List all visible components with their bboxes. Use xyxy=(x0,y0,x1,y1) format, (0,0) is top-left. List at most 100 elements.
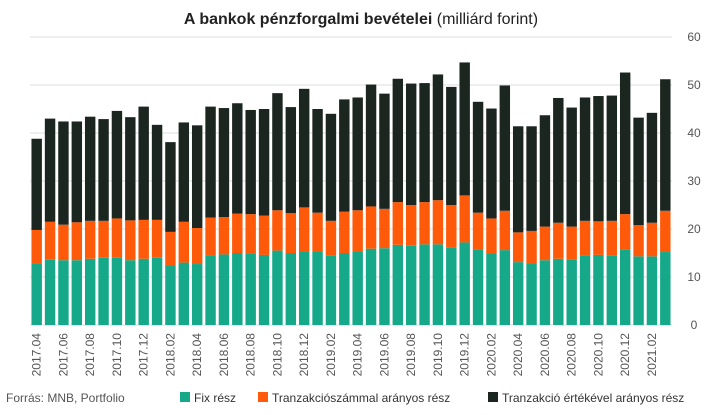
bar-segment xyxy=(432,244,444,325)
x-tick-label: 2021.02 xyxy=(645,333,659,377)
bar-segment xyxy=(352,210,363,252)
bar-segment xyxy=(419,202,430,245)
bar-segment xyxy=(606,95,618,221)
bar-segment xyxy=(379,248,390,325)
bar-segment xyxy=(633,225,644,257)
legend-label: Tranzakciószámmal arányos rész xyxy=(272,391,450,405)
bar-segment xyxy=(44,118,56,222)
bar-segment xyxy=(71,260,83,325)
x-tick-label: 2017.12 xyxy=(137,333,151,377)
bar-segment xyxy=(566,259,577,325)
bar-segment xyxy=(660,79,671,211)
legend-label: Fix rész xyxy=(194,391,236,405)
bar-segment xyxy=(553,258,564,325)
bar-segment xyxy=(125,260,136,325)
bar-segment xyxy=(512,232,524,263)
bar-segment xyxy=(58,260,69,325)
bar-segment xyxy=(553,222,564,259)
bar-segment xyxy=(272,93,283,211)
y-tick-label: 20 xyxy=(687,222,701,236)
x-tick-label: 2019.02 xyxy=(324,333,338,377)
bar-segment xyxy=(486,253,497,325)
bar-segment xyxy=(392,244,404,325)
bar-segment xyxy=(125,220,136,261)
bar-segment xyxy=(472,212,484,250)
bar-segment xyxy=(593,254,604,325)
bar-segment xyxy=(539,115,551,227)
bar-segment xyxy=(619,249,631,325)
x-tick-label: 2017.10 xyxy=(110,333,124,377)
x-tick-label: 2020.08 xyxy=(565,333,579,377)
y-tick-label: 0 xyxy=(691,318,698,332)
bar-segment xyxy=(272,250,283,325)
bar-segment xyxy=(258,109,270,216)
bar-segment xyxy=(71,222,83,261)
x-tick-label: 2018.04 xyxy=(190,333,204,377)
bar-segment xyxy=(619,72,631,215)
x-tick-label: 2018.12 xyxy=(297,333,311,377)
legend-swatch xyxy=(258,392,268,402)
x-tick-label: 2018.10 xyxy=(270,333,284,377)
x-tick-label: 2019.04 xyxy=(351,333,365,377)
bar-segment xyxy=(539,260,551,325)
bar-segment xyxy=(111,110,123,219)
bar-segment xyxy=(646,112,658,223)
x-tick-label: 2017.04 xyxy=(30,333,44,377)
bar-segment xyxy=(111,257,123,325)
bar-segment xyxy=(512,262,524,325)
bar-segment xyxy=(218,254,230,325)
bar-segment xyxy=(365,206,377,249)
bar-segment xyxy=(125,117,136,221)
bar-segment xyxy=(606,220,618,256)
bar-segment xyxy=(499,250,511,325)
bar-segment xyxy=(619,214,631,250)
x-tick-label: 2018.06 xyxy=(217,333,231,377)
bar-segment xyxy=(472,249,484,325)
bar-segment xyxy=(512,126,524,233)
bar-segment xyxy=(285,107,297,214)
bar-segment xyxy=(526,263,537,325)
bar-segment xyxy=(71,121,83,223)
bar-segment xyxy=(165,142,176,232)
x-tick-label: 2017.08 xyxy=(83,333,97,377)
bar-segment xyxy=(165,231,176,266)
bar-segment xyxy=(499,210,511,251)
x-tick-label: 2019.06 xyxy=(377,333,391,377)
bar-segment xyxy=(298,251,310,325)
bar-segment xyxy=(405,83,417,205)
bar-segment xyxy=(205,106,216,218)
bar-segment xyxy=(526,230,537,264)
bar-segment xyxy=(660,252,671,325)
y-tick-label: 60 xyxy=(687,30,701,44)
bar-segment xyxy=(312,212,323,252)
bar-segment xyxy=(191,125,203,229)
bar-segment xyxy=(232,213,243,253)
bar-segment xyxy=(553,97,564,223)
bar-segment xyxy=(178,221,190,263)
bar-segment xyxy=(165,265,176,325)
bar-segment xyxy=(405,245,417,325)
bar-segment xyxy=(31,138,42,230)
bar-segment xyxy=(98,220,109,258)
bar-segment xyxy=(298,88,310,208)
bar-segment xyxy=(151,257,163,325)
bar-segment xyxy=(44,221,56,260)
y-tick-label: 50 xyxy=(687,78,701,92)
bar-segment xyxy=(432,74,444,201)
bar-segment xyxy=(232,103,243,214)
bar-segment xyxy=(31,263,42,325)
bar-segment xyxy=(138,219,149,259)
bar-segment xyxy=(178,262,190,325)
bar-segment xyxy=(633,256,644,325)
bar-segment xyxy=(392,78,404,203)
bar-segment xyxy=(325,220,337,256)
x-tick-label: 2019.10 xyxy=(431,333,445,377)
legend-swatch xyxy=(488,392,498,402)
bar-segment xyxy=(339,211,350,253)
x-tick-label: 2020.06 xyxy=(538,333,552,377)
bar-segment xyxy=(405,205,417,246)
bar-segment xyxy=(191,228,203,265)
bar-segment xyxy=(31,229,42,264)
bar-segment xyxy=(432,200,444,245)
